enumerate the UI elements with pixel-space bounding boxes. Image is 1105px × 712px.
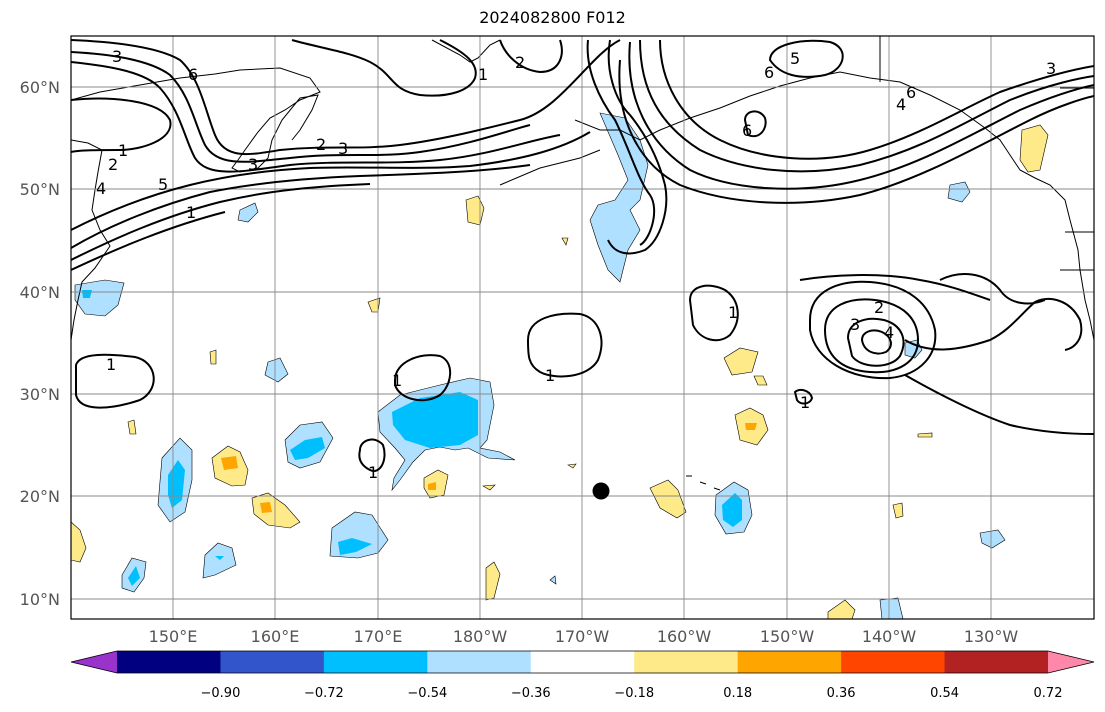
contour-label: 4 [884,323,894,342]
contour-label: 3 [112,47,122,66]
colorbar-tick-label: −0.18 [614,686,654,701]
lon-label: 160°W [657,627,712,646]
contour-label: 2 [874,298,884,317]
colorbar-segment [323,651,428,673]
colorbar-labels: −0.90 −0.72 −0.54 −0.36 −0.18 0.18 0.36 0.54 0.7… [201,686,1063,701]
contour-label: 6 [764,63,774,82]
colorbar-tick-label: 0.36 [827,686,856,701]
colorbar-tick-label: 0.54 [930,686,959,701]
contour-label: 1 [106,355,116,374]
colorbar-segment [117,651,221,673]
contour-label: 2 [108,155,118,174]
contour-label: 1 [728,303,738,322]
contour-label: 1 [186,203,196,222]
lon-label: 170°W [555,627,610,646]
contour-label: 5 [158,175,168,194]
lon-label: 150°E [149,627,198,646]
contour-label: 6 [906,83,916,102]
contour-label: 5 [790,49,800,68]
lat-label: 50°N [20,180,60,199]
map-title: 2024082800 F012 [479,8,626,27]
colorbar-outline [70,650,1095,674]
contour-label: 1 [478,65,488,84]
lon-label: 140°W [862,627,917,646]
colorbar-segment [427,651,532,673]
strong-negative-anomaly-shading [82,290,742,586]
contour-label: 6 [188,65,198,84]
colorbar [70,650,1095,674]
lat-label: 20°N [20,487,60,506]
contour-label: 3 [1046,59,1056,78]
colorbar-segment [530,651,635,673]
contour-label: 4 [896,95,906,114]
contour-label: 1 [368,463,378,482]
colorbar-segment [841,651,946,673]
contour-label: 2 [316,135,326,154]
contour-label: 1 [118,141,128,160]
map-frame [70,35,1095,620]
contour-label: 4 [96,179,106,198]
colorbar-tick-label: −0.72 [304,686,344,701]
colorbar-segment [220,651,325,673]
colorbar-segment [737,651,842,673]
lon-label: 130°W [964,627,1019,646]
colorbar-tick-label: 0.72 [1034,686,1063,701]
colorbar-tick-label: 0.18 [723,686,752,701]
graticule [71,36,1094,619]
colorbar-segment [944,651,1049,673]
colorbar-segment [634,651,739,673]
strong-positive-anomaly-shading [221,423,757,513]
storm-center-marker [592,482,610,500]
lon-label: 160°E [251,627,300,646]
contours [71,39,1094,472]
lat-label: 10°N [20,590,60,609]
contour-label: 1 [545,366,555,385]
lat-label: 40°N [20,283,60,302]
contour-label: 3 [850,315,860,334]
contour-label: 1 [392,371,402,390]
longitude-labels: 150°E 160°E 170°E 180°W 170°W 160°W 150°… [149,627,1019,646]
contour-label: 3 [248,155,258,174]
lat-label: 60°N [20,78,60,97]
contour-label: 2 [515,53,525,72]
lon-label: 180°W [453,627,508,646]
contour-labels: 3 6 1 2 4 5 1 3 2 3 1 2 5 6 6 3 4 6 2 3 … [96,47,1056,482]
lon-label: 170°E [354,627,403,646]
contour-label: 1 [800,393,810,412]
colorbar-tick-label: −0.36 [511,686,551,701]
latitude-labels: 60°N 50°N 40°N 30°N 20°N 10°N [20,78,60,609]
colorbar-extend-high [1048,651,1094,673]
colorbar-tick-label: −0.90 [201,686,241,701]
lat-label: 30°N [20,385,60,404]
colorbar-tick-label: −0.54 [407,686,447,701]
colorbar-extend-low [71,651,117,673]
lon-label: 150°W [760,627,815,646]
map-area [71,36,1094,619]
contour-label: 6 [742,121,752,140]
contour-label: 3 [338,139,348,158]
